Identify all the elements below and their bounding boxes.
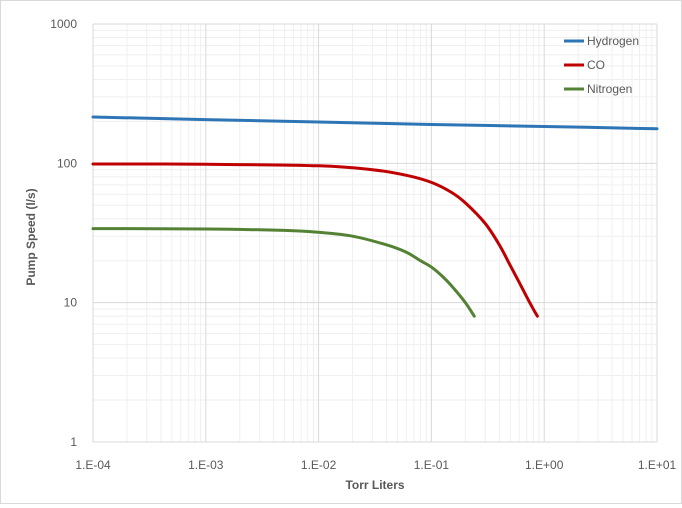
major-gridlines: [92, 23, 658, 443]
x-axis-tick-labels: 1.E-04 1.E-03 1.E-02 1.E-01 1.E+00 1.E+01: [75, 458, 676, 472]
x-axis-label: Torr Liters: [345, 478, 404, 492]
series-line-hydrogen: [91, 115, 659, 131]
y-axis-label: Pump Speed (l/s): [24, 188, 38, 285]
legend-label-hydrogen: Hydrogen: [587, 34, 639, 48]
y-tick-label: 1000: [50, 17, 77, 31]
y-axis-tick-labels: 1 10 100 1000: [50, 17, 77, 449]
series-lines: [91, 115, 659, 318]
x-tick-label: 1.E-01: [414, 458, 450, 472]
legend-label-nitrogen: Nitrogen: [587, 82, 632, 96]
y-tick-label: 1: [70, 435, 77, 449]
x-tick-label: 1.E+00: [525, 458, 564, 472]
legend-label-co: CO: [587, 58, 605, 72]
legend: Hydrogen CO Nitrogen: [564, 34, 639, 96]
y-tick-label: 10: [64, 296, 78, 310]
minor-gridlines: [93, 24, 657, 442]
series-line-co: [91, 162, 539, 318]
x-tick-label: 1.E+01: [638, 458, 677, 472]
x-tick-label: 1.E-03: [188, 458, 224, 472]
x-tick-label: 1.E-02: [301, 458, 337, 472]
x-tick-label: 1.E-04: [75, 458, 111, 472]
y-tick-label: 100: [57, 156, 77, 170]
series-line-nitrogen: [91, 227, 476, 318]
